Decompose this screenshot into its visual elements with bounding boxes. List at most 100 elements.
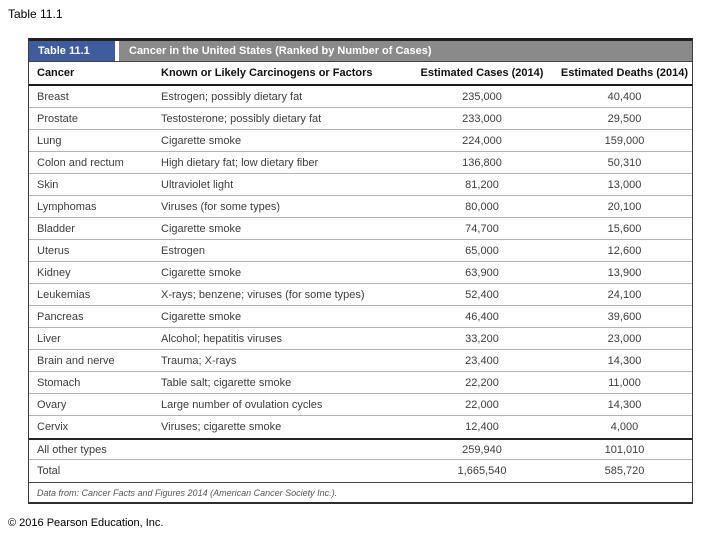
estimated-deaths-value: 40,400 xyxy=(607,90,642,103)
estimated-cases-value: 63,900 xyxy=(465,266,499,279)
carcinogens-or-factors: High dietary fat; low dietary fiber xyxy=(161,156,319,169)
estimated-cases-value: 22,200 xyxy=(465,376,499,389)
column-header-deaths: Estimated Deaths (2014) xyxy=(560,67,689,79)
carcinogens-or-factors: Cigarette smoke xyxy=(161,310,242,323)
table-row: All other types 259,940 101,010 xyxy=(29,438,692,460)
estimated-deaths-value: 24,100 xyxy=(607,288,642,301)
carcinogens-or-factors: Estrogen; possibly dietary fat xyxy=(161,90,303,103)
cancer-name: Stomach xyxy=(37,376,81,389)
table-row: Lymphomas Viruses (for some types) 80,00… xyxy=(29,196,692,218)
estimated-cases-value: 235,000 xyxy=(462,90,502,103)
table-row: Kidney Cigarette smoke 63,900 13,900 xyxy=(29,262,692,284)
cancer-name: Liver xyxy=(37,332,61,345)
carcinogens-or-factors: Viruses; cigarette smoke xyxy=(161,421,282,433)
estimated-cases-value: 33,200 xyxy=(465,332,499,345)
estimated-deaths-value: 20,100 xyxy=(607,200,642,213)
cancer-name: Breast xyxy=(37,90,69,103)
carcinogens-or-factors: Alcohol; hepatitis viruses xyxy=(161,332,283,345)
table-footnote-row: Data from: Cancer Facts and Figures 2014… xyxy=(29,482,692,502)
table-title: Cancer in the United States (Ranked by N… xyxy=(119,41,692,61)
column-header-factors: Known or Likely Carcinogens or Factors xyxy=(161,67,373,79)
table-row: Uterus Estrogen 65,000 12,600 xyxy=(29,240,692,262)
cancer-name: Colon and rectum xyxy=(37,156,124,169)
table-row: Pancreas Cigarette smoke 46,400 39,600 xyxy=(29,306,692,328)
title-divider xyxy=(115,41,119,61)
table-row: Prostate Testosterone; possibly dietary … xyxy=(29,108,692,130)
estimated-deaths-value: 15,600 xyxy=(607,222,642,235)
carcinogens-or-factors: Cigarette smoke xyxy=(161,222,242,235)
cancer-name: Bladder xyxy=(37,222,75,235)
cancer-name: Kidney xyxy=(37,266,71,279)
estimated-cases-value: 74,700 xyxy=(465,222,499,235)
estimated-cases-value: 136,800 xyxy=(462,156,502,169)
estimated-deaths-value: 13,900 xyxy=(607,266,642,279)
estimated-cases-value: 80,000 xyxy=(465,200,499,213)
estimated-cases-value: 65,000 xyxy=(465,244,499,257)
estimated-deaths-value: 12,600 xyxy=(607,244,642,257)
table-row: Ovary Large number of ovulation cycles 2… xyxy=(29,394,692,416)
column-header-row: Cancer Known or Likely Carcinogens or Fa… xyxy=(29,62,692,86)
estimated-cases-value: 259,940 xyxy=(462,443,502,456)
table-body: Breast Estrogen; possibly dietary fat 23… xyxy=(29,86,692,438)
table-number-label: Table 11.1 xyxy=(29,41,115,61)
carcinogens-or-factors: X-rays; benzene; viruses (for some types… xyxy=(161,288,365,301)
estimated-deaths-value: 585,720 xyxy=(604,465,645,477)
cancer-name: Pancreas xyxy=(37,310,84,323)
table-row: Leukemias X-rays; benzene; viruses (for … xyxy=(29,284,692,306)
cancer-name: Ovary xyxy=(37,398,67,411)
table-row: Total 1,665,540 585,720 xyxy=(29,460,692,482)
estimated-deaths-value: 159,000 xyxy=(604,134,645,147)
estimated-deaths-value: 23,000 xyxy=(607,332,642,345)
estimated-cases-value: 81,200 xyxy=(465,178,499,191)
estimated-cases-value: 23,400 xyxy=(465,354,499,367)
table-row: Lung Cigarette smoke 224,000 159,000 xyxy=(29,130,692,152)
estimated-deaths-value: 39,600 xyxy=(607,310,642,323)
carcinogens-or-factors: Table salt; cigarette smoke xyxy=(161,376,292,389)
estimated-cases-value: 22,000 xyxy=(465,398,499,411)
carcinogens-or-factors: Testosterone; possibly dietary fat xyxy=(161,112,322,125)
cancer-table: Table 11.1 Cancer in the United States (… xyxy=(28,38,693,504)
estimated-cases-value: 12,400 xyxy=(465,421,499,433)
carcinogens-or-factors: Cigarette smoke xyxy=(161,266,242,279)
table-row: Brain and nerve Trauma; X-rays 23,400 14… xyxy=(29,350,692,372)
estimated-cases-value: 46,400 xyxy=(465,310,499,323)
carcinogens-or-factors: Trauma; X-rays xyxy=(161,354,237,367)
table-title-bar: Table 11.1 Cancer in the United States (… xyxy=(29,41,692,62)
column-header-cancer: Cancer xyxy=(37,67,75,79)
estimated-deaths-value: 14,300 xyxy=(607,398,642,411)
slide-caption: Table 11.1 xyxy=(8,7,63,21)
estimated-cases-value: 52,400 xyxy=(465,288,499,301)
table-row: Bladder Cigarette smoke 74,700 15,600 xyxy=(29,218,692,240)
table-row: Colon and rectum High dietary fat; low d… xyxy=(29,152,692,174)
carcinogens-or-factors: Viruses (for some types) xyxy=(161,200,281,213)
estimated-deaths-value: 29,500 xyxy=(607,112,642,125)
estimated-cases-value: 1,665,540 xyxy=(457,465,507,477)
carcinogens-or-factors: Cigarette smoke xyxy=(161,134,242,147)
table-summary: All other types 259,940 101,010 Total 1,… xyxy=(29,438,692,482)
cancer-name: Lung xyxy=(37,134,62,147)
cancer-name: All other types xyxy=(37,443,107,456)
cancer-name: Lymphomas xyxy=(37,200,97,213)
cancer-name: Total xyxy=(37,465,61,477)
table-row: Liver Alcohol; hepatitis viruses 33,200 … xyxy=(29,328,692,350)
estimated-deaths-value: 11,000 xyxy=(608,376,641,389)
copyright-notice: © 2016 Pearson Education, Inc. xyxy=(8,517,164,529)
table-footnote: Data from: Cancer Facts and Figures 2014… xyxy=(37,487,338,498)
table-row: Stomach Table salt; cigarette smoke 22,2… xyxy=(29,372,692,394)
estimated-deaths-value: 101,010 xyxy=(604,443,645,456)
estimated-cases-value: 233,000 xyxy=(462,112,502,125)
cancer-name: Prostate xyxy=(37,112,78,125)
carcinogens-or-factors: Large number of ovulation cycles xyxy=(161,398,323,411)
cancer-name: Uterus xyxy=(37,244,70,257)
cancer-name: Brain and nerve xyxy=(37,354,115,367)
estimated-deaths-value: 13,000 xyxy=(607,178,642,191)
carcinogens-or-factors: Ultraviolet light xyxy=(161,178,234,191)
estimated-deaths-value: 14,300 xyxy=(607,354,642,367)
column-header-cases: Estimated Cases (2014) xyxy=(420,67,544,79)
cancer-name: Cervix xyxy=(37,421,69,433)
estimated-deaths-value: 4,000 xyxy=(610,421,639,433)
estimated-cases-value: 224,000 xyxy=(462,134,502,147)
cancer-name: Leukemias xyxy=(37,288,91,301)
estimated-deaths-value: 50,310 xyxy=(607,156,642,169)
carcinogens-or-factors: Estrogen xyxy=(161,244,206,257)
